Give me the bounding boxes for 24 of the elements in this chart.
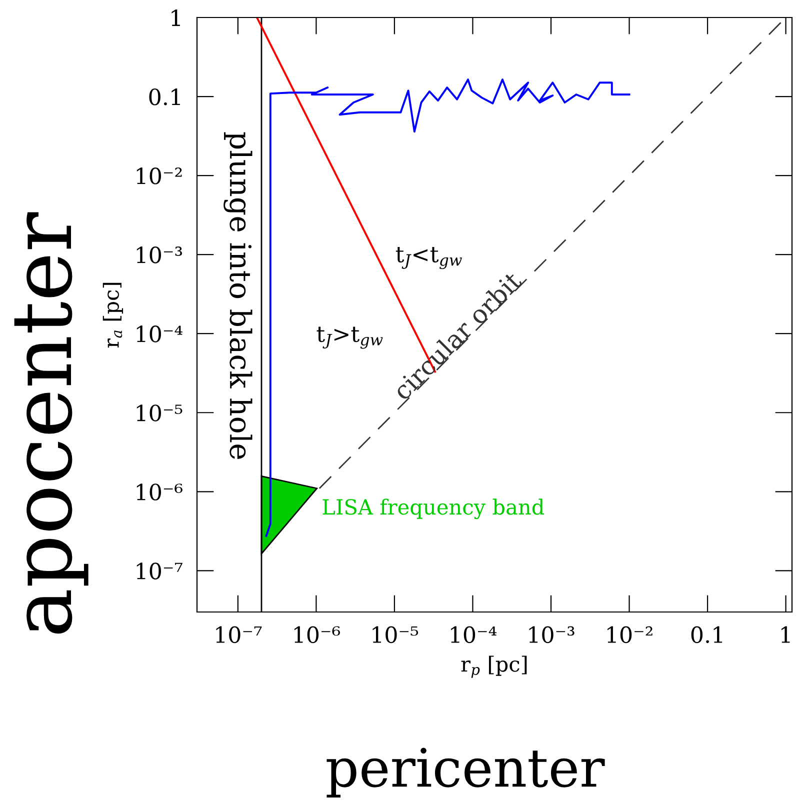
y-tick-label: 1: [172, 9, 180, 26]
y-tick-label: 10⁻⁶: [136, 484, 182, 500]
x-tick-label: 10⁻⁴: [450, 626, 497, 644]
y-axis-title: r$_{a}$ [pc]: [102, 282, 124, 348]
x-tick-label: 10⁻⁷: [216, 626, 262, 644]
x-axis-title: r$_{p}$ [pc]: [461, 656, 527, 678]
annotation: t$_{J}$>t$_{gw}$: [316, 326, 383, 349]
y-tick-label: 10⁻⁵: [136, 404, 182, 422]
text: apocenter: [14, 212, 88, 634]
x-tick-label: 10⁻²: [608, 626, 652, 644]
x-tick-label: 10⁻⁶: [294, 626, 340, 644]
ref-line-label: plunge into black hole: [224, 132, 252, 459]
series-label: LISA frequency band: [322, 498, 544, 520]
y-tick-label: 10⁻⁷: [136, 562, 182, 580]
annotation: t$_{J}$<t$_{gw}$: [396, 247, 462, 270]
y-tick-label: 10⁻⁴: [136, 326, 182, 342]
x-tick-label: 10⁻³: [529, 626, 574, 644]
y-tick-label: 0.1: [149, 88, 180, 106]
y-tick-label: 10⁻³: [136, 246, 182, 264]
x-tick-label: 10⁻⁵: [372, 626, 418, 644]
text: pericenter: [326, 748, 605, 798]
x-tick-label: 0.1: [691, 626, 722, 644]
y-tick-label: 10⁻²: [136, 168, 182, 184]
x-tick-label: 1: [781, 626, 790, 643]
